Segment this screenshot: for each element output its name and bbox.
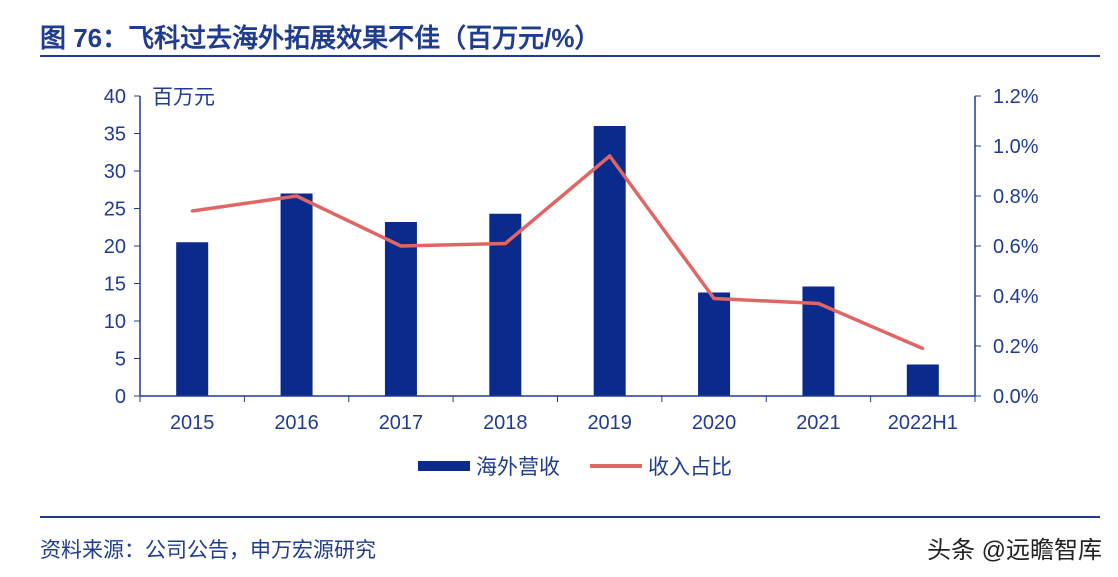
- x-tick-label: 2019: [587, 412, 632, 434]
- left-tick-label: 30: [104, 161, 126, 183]
- x-tick-label: 2016: [274, 412, 319, 434]
- ratio-point-2021: [816, 302, 820, 305]
- axes: [139, 96, 976, 402]
- bar-2022H1: [906, 364, 939, 396]
- left-axis-ticks: 0 5 10 15 20 25 30 35 40: [104, 86, 140, 408]
- ratio-point-2022H1: [921, 347, 925, 350]
- left-tick-label: 35: [104, 124, 126, 146]
- right-tick-label: 0.6%: [993, 236, 1039, 258]
- left-axis-unit-label: 百万元: [152, 86, 215, 109]
- left-tick-label: 25: [104, 199, 126, 221]
- ratio-point-2019: [608, 154, 612, 158]
- x-tick-label: 2021: [796, 412, 841, 434]
- ratio-point-2015: [190, 209, 194, 213]
- x-tick-label: 2017: [379, 412, 424, 434]
- bar-series: [176, 126, 939, 396]
- legend-bar-swatch: [418, 461, 470, 471]
- bar-2016: [280, 193, 313, 396]
- bar-2017: [384, 222, 417, 396]
- x-tick-label: 2015: [170, 412, 215, 434]
- source-note: 资料来源：公司公告，申万宏源研究: [40, 539, 376, 562]
- ratio-line: [191, 154, 924, 351]
- right-tick-label: 0.4%: [993, 286, 1039, 308]
- legend: 海外营收 收入占比: [418, 456, 732, 479]
- left-tick-label: 10: [104, 311, 126, 333]
- footer-divider: [40, 516, 1100, 518]
- right-tick-label: 1.2%: [993, 86, 1039, 108]
- x-tick-label: 2018: [483, 412, 528, 434]
- ratio-point-2018: [503, 242, 507, 245]
- left-tick-label: 20: [104, 236, 126, 258]
- ratio-point-2017: [399, 244, 403, 248]
- ratio-point-2016: [295, 194, 299, 198]
- left-tick-label: 40: [104, 86, 126, 108]
- legend-bar-label: 海外营收: [476, 456, 560, 479]
- legend-line-label: 收入占比: [648, 456, 732, 479]
- x-tick-label: 2022H1: [888, 412, 958, 434]
- watermark: 头条 @远瞻智库: [926, 537, 1102, 564]
- right-tick-label: 0.0%: [993, 386, 1039, 408]
- x-axis-labels: 2015 2016 2017 2018 2019 2020 2021 2022H1: [170, 412, 958, 434]
- right-tick-label: 0.2%: [993, 336, 1039, 358]
- bar-2020: [698, 292, 731, 396]
- bar-2018: [489, 213, 522, 396]
- bar-2015: [176, 242, 209, 396]
- right-tick-label: 1.0%: [993, 136, 1039, 158]
- left-tick-label: 15: [104, 274, 126, 296]
- left-tick-label: 0: [115, 386, 126, 408]
- title-divider: [40, 55, 1100, 57]
- right-axis-ticks: 0.0% 0.2% 0.4% 0.6% 0.8% 1.0% 1.2%: [975, 86, 1039, 408]
- right-tick-label: 0.8%: [993, 186, 1039, 208]
- left-tick-label: 5: [115, 349, 126, 371]
- x-tick-label: 2020: [692, 412, 737, 434]
- page-title: 图 76：飞科过去海外拓展效果不佳（百万元/%）: [40, 23, 601, 53]
- line-series: [190, 154, 925, 351]
- ratio-point-2020: [712, 297, 716, 300]
